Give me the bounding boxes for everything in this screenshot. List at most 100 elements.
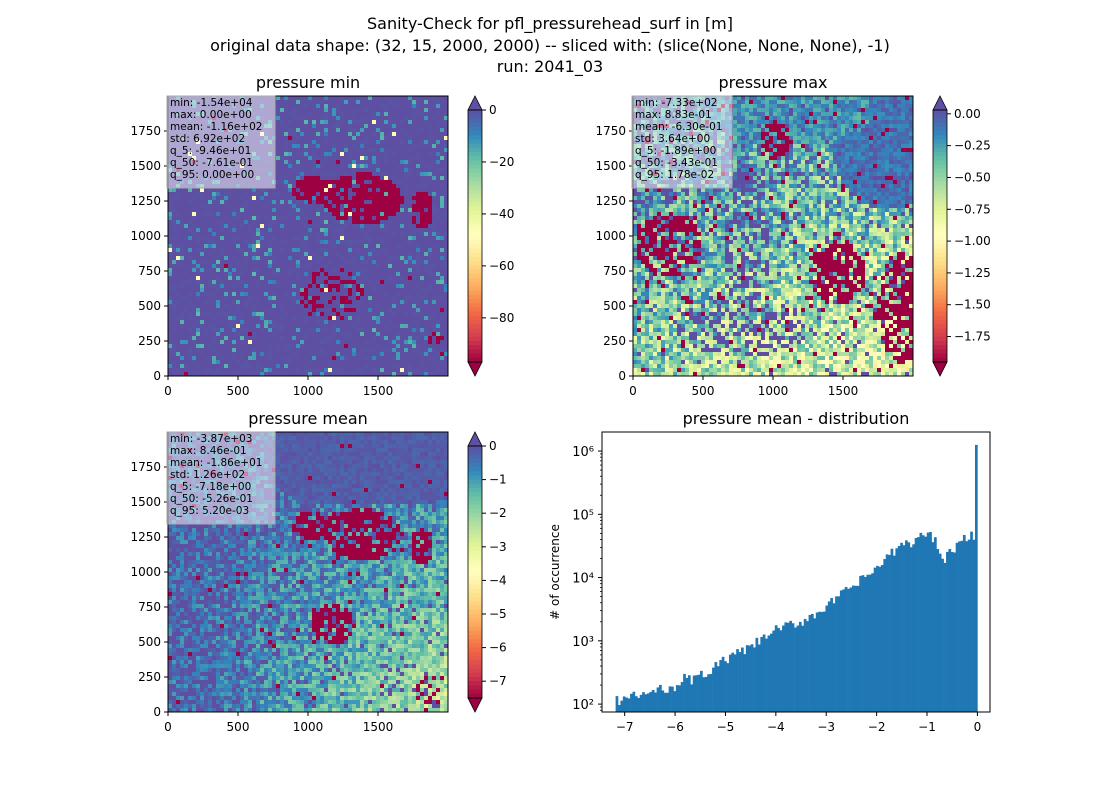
heatmap-cell [240, 320, 245, 325]
heatmap-cell [344, 136, 349, 141]
heatmap-cell [280, 212, 285, 217]
heatmap-cell [184, 332, 189, 337]
heatmap-cell [192, 332, 197, 337]
heatmap-cell [348, 196, 353, 201]
heatmap-cell [184, 372, 189, 376]
heatmap-cell [340, 356, 345, 361]
heatmap-cell [188, 260, 193, 265]
heatmap-cell [368, 204, 373, 209]
heatmap-cell [224, 204, 229, 209]
heatmap-cell [420, 268, 425, 273]
heatmap-cell [280, 336, 285, 341]
heatmap-cell [420, 256, 425, 261]
heatmap-cell [232, 368, 237, 373]
heatmap-cell [208, 200, 213, 205]
heatmap-cell [268, 220, 273, 225]
heatmap-cell [324, 148, 329, 153]
heatmap-cell [196, 224, 201, 229]
heatmap-cell [376, 284, 381, 289]
heatmap-cell [340, 316, 345, 321]
heatmap-cell [320, 104, 325, 109]
heatmap-cell [184, 336, 189, 341]
heatmap-cell [216, 224, 221, 229]
heatmap-cell [300, 340, 305, 345]
heatmap-cell [336, 244, 341, 249]
heatmap-cell [304, 244, 309, 249]
figure-title-line-3: run: 2041_03 [497, 57, 603, 77]
heatmap-cell [356, 280, 361, 285]
heatmap-cell [184, 276, 189, 281]
heatmap-cell [340, 196, 345, 201]
heatmap-cell [292, 200, 297, 205]
heatmap-cell [308, 276, 313, 281]
heatmap-cell [220, 280, 225, 285]
heatmap-cell [368, 160, 373, 165]
heatmap-cell [240, 256, 245, 261]
heatmap-cell [276, 172, 281, 177]
heatmap-cell [380, 176, 385, 181]
heatmap-cell [436, 112, 441, 117]
heatmap-cell [404, 344, 409, 349]
heatmap-cell [236, 276, 241, 281]
heatmap-cell [312, 168, 317, 173]
heatmap-cell [416, 248, 421, 253]
heatmap-cell [440, 124, 445, 129]
heatmap-cell [340, 320, 345, 325]
heatmap-cell [344, 276, 349, 281]
heatmap-cell [424, 156, 429, 161]
heatmap-cell [412, 248, 417, 253]
heatmap-cell [260, 360, 265, 365]
heatmap-cell [444, 292, 448, 297]
heatmap-cell [400, 248, 405, 253]
colorbar-segment [468, 332, 482, 338]
heatmap-cell [444, 168, 448, 173]
heatmap-cell [180, 248, 185, 253]
heatmap-cell [368, 236, 373, 241]
heatmap-cell [232, 352, 237, 357]
heatmap-cell [408, 212, 413, 217]
heatmap-cell [380, 244, 385, 249]
heatmap-cell [332, 284, 337, 289]
heatmap-cell [216, 236, 221, 241]
heatmap-cell [436, 148, 441, 153]
heatmap-cell [416, 308, 421, 313]
heatmap-cell [408, 180, 413, 185]
heatmap-cell [192, 336, 197, 341]
heatmap-cell [208, 272, 213, 277]
heatmap-cell [168, 272, 173, 277]
heatmap-cell [328, 372, 333, 376]
heatmap-cell [308, 260, 313, 265]
heatmap-cell [204, 292, 209, 297]
heatmap-cell [308, 252, 313, 257]
heatmap-cell [404, 168, 409, 173]
heatmap-cell [424, 300, 429, 305]
heatmap-cell [344, 360, 349, 365]
heatmap-cell [260, 320, 265, 325]
heatmap-cell [376, 148, 381, 153]
heatmap-cell [176, 360, 181, 365]
heatmap-cell [236, 296, 241, 301]
heatmap-cell [340, 128, 345, 133]
heatmap-cell [356, 204, 361, 209]
heatmap-cell [192, 188, 197, 193]
heatmap-cell [244, 356, 249, 361]
heatmap-cell [416, 364, 421, 369]
heatmap-cell [292, 140, 297, 145]
heatmap-cell [232, 316, 237, 321]
heatmap-cell [420, 196, 425, 201]
heatmap-cell [348, 284, 353, 289]
heatmap-cell [348, 348, 353, 353]
heatmap-cell [412, 192, 417, 197]
heatmap-cell [280, 356, 285, 361]
heatmap-cell [224, 336, 229, 341]
heatmap-cell [336, 272, 341, 277]
heatmap-cell [404, 316, 409, 321]
heatmap-cell [352, 124, 357, 129]
heatmap-cell [364, 112, 369, 117]
heatmap-cell [440, 132, 445, 137]
heatmap-cell [352, 164, 357, 169]
heatmap-cell [340, 148, 345, 153]
heatmap-cell [408, 124, 413, 129]
heatmap-cell [296, 164, 301, 169]
